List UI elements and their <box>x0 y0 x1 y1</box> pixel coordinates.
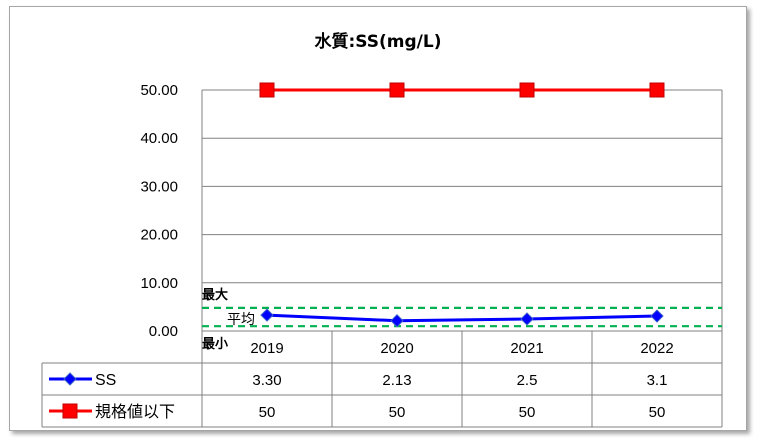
data-point <box>389 82 405 98</box>
grid <box>201 89 723 332</box>
legend-label: SS <box>95 372 116 389</box>
data-point <box>260 308 274 322</box>
data-label: 2.5 <box>517 372 538 389</box>
data-label: 2.13 <box>382 372 411 389</box>
category-label: 2022 <box>640 340 673 357</box>
min-label: 最小 <box>202 337 228 352</box>
y-tick-label: 0.00 <box>149 323 178 340</box>
max-label: 最大 <box>202 287 228 303</box>
y-tick-label: 40.00 <box>140 130 178 147</box>
series-line-ss <box>266 313 658 323</box>
chart-title: 水質:SS(mg/L) <box>315 31 442 52</box>
legend-marker <box>63 372 77 386</box>
y-tick-label: 30.00 <box>140 178 178 195</box>
data-label: 50 <box>519 404 536 421</box>
data-point <box>390 314 404 328</box>
y-tick-label: 50.00 <box>140 82 178 99</box>
legend-marker <box>62 403 78 419</box>
data-table: 2019 2020 2021 2022 SS 3.30 2.13 2.5 3.1 規格値以下 50 5… <box>41 330 723 428</box>
data-label: 50 <box>259 404 276 421</box>
data-label: 3.30 <box>252 372 281 389</box>
category-label: 2020 <box>380 340 413 357</box>
data-point <box>259 82 275 98</box>
y-tick-label: 20.00 <box>140 227 178 244</box>
data-point <box>650 309 664 323</box>
data-point <box>519 82 535 98</box>
legend-label: 規格値以下 <box>95 403 175 421</box>
data-label: 50 <box>389 404 406 421</box>
category-label: 2021 <box>510 340 543 357</box>
avg-label: 平均 <box>227 312 255 328</box>
series-lines <box>259 82 665 328</box>
y-axis: 50.00 40.00 30.00 20.00 10.00 0.00 <box>140 82 178 340</box>
data-point <box>649 82 665 98</box>
chart-frame: 水質:SS(mg/L) 50.00 40.00 30.00 20.00 10.00 0.0… <box>9 6 747 431</box>
data-point <box>520 312 534 326</box>
data-label: 50 <box>649 404 666 421</box>
category-label: 2019 <box>250 340 283 357</box>
y-tick-label: 10.00 <box>140 275 178 292</box>
data-label: 3.1 <box>647 372 668 389</box>
chart: 水質:SS(mg/L) 50.00 40.00 30.00 20.00 10.00 0.0… <box>41 31 723 428</box>
